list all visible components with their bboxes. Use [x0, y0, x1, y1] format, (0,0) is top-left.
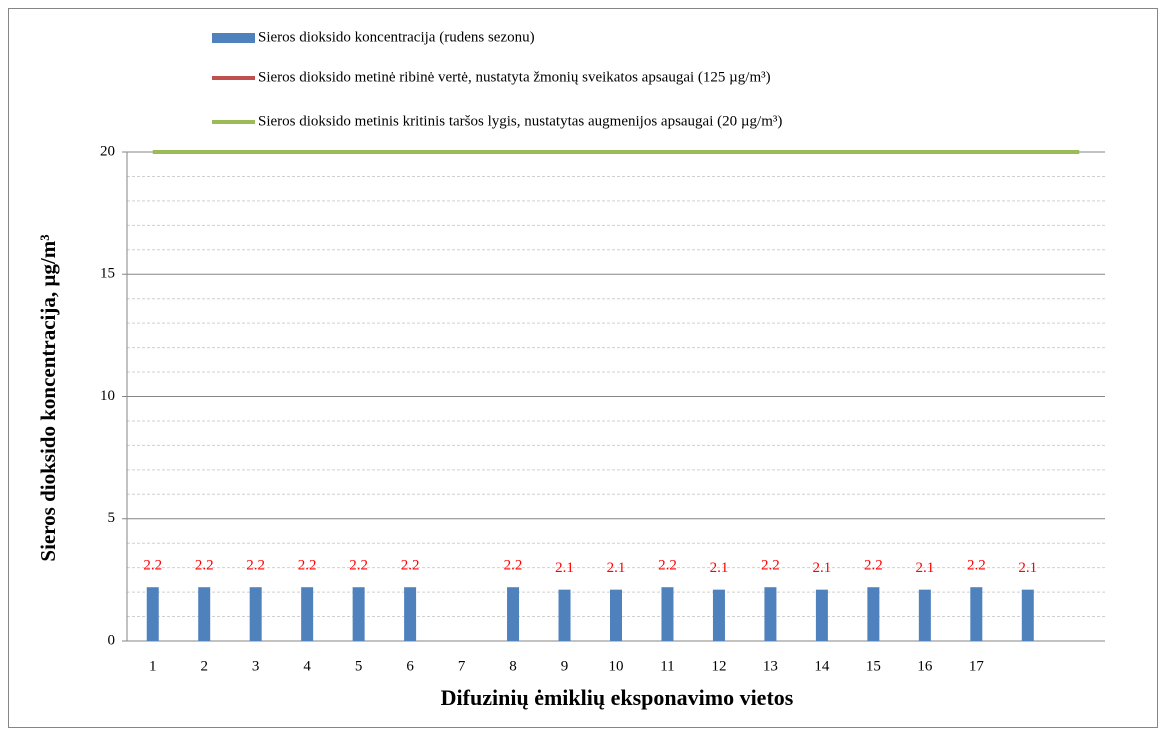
data-label: 2.2 [143, 558, 162, 574]
bar [815, 589, 828, 641]
bar [970, 587, 983, 641]
data-label: 2.2 [864, 558, 883, 574]
x-tick-label: 1 [149, 658, 157, 674]
x-tick-label: 10 [609, 658, 624, 674]
x-tick-label: 16 [917, 658, 933, 674]
data-label: 2.1 [1018, 560, 1037, 576]
x-tick-label: 7 [458, 658, 466, 674]
x-tick-label: 15 [866, 658, 881, 674]
x-tick-label: 11 [660, 658, 674, 674]
bar [198, 587, 211, 641]
legend-label: Sieros dioksido metinis kritinis taršos … [258, 113, 782, 129]
data-label: 2.2 [401, 558, 420, 574]
data-label: 2.2 [761, 558, 780, 574]
data-label: 2.1 [813, 560, 832, 576]
x-tick-label: 12 [711, 658, 726, 674]
bar [146, 587, 159, 641]
bar [712, 589, 725, 641]
x-tick-label: 14 [814, 658, 830, 674]
data-label: 2.1 [710, 560, 729, 576]
y-axis-title: Sieros dioksido koncentracija, µg/m³ [36, 234, 60, 561]
bar [764, 587, 777, 641]
data-label: 2.2 [349, 558, 368, 574]
legend-swatch [212, 33, 255, 43]
y-tick-label: 15 [100, 266, 115, 282]
data-label: 2.2 [658, 558, 677, 574]
bar [918, 589, 931, 641]
x-tick-label: 4 [303, 658, 311, 674]
data-label: 2.2 [246, 558, 265, 574]
data-label: 2.2 [298, 558, 317, 574]
x-tick-label: 3 [252, 658, 260, 674]
x-axis-title: Difuzinių ėmiklių eksponavimo vietos [441, 685, 794, 710]
x-tick-label: 13 [763, 658, 778, 674]
bar [507, 587, 520, 641]
x-tick-label: 17 [969, 658, 985, 674]
x-tick-label: 8 [509, 658, 517, 674]
y-tick-label: 20 [100, 143, 115, 159]
plot-area [152, 150, 1080, 154]
bar [867, 587, 880, 641]
x-tick-label: 5 [355, 658, 363, 674]
bar [301, 587, 314, 641]
data-label: 2.2 [504, 558, 523, 574]
bar [661, 587, 674, 641]
data-label: 2.2 [967, 558, 986, 574]
bar [249, 587, 262, 641]
data-label: 2.1 [915, 560, 934, 576]
y-tick-label: 0 [108, 632, 116, 648]
bar [558, 589, 571, 641]
data-label: 2.1 [607, 560, 626, 576]
data-label: 2.2 [195, 558, 214, 574]
x-tick-label: 2 [200, 658, 208, 674]
bar [610, 589, 622, 641]
data-label: 2.1 [555, 560, 574, 576]
bar [352, 587, 365, 641]
x-tick-label: 6 [406, 658, 414, 674]
legend-label: Sieros dioksido koncentracija (rudens se… [258, 29, 535, 45]
bar [404, 587, 417, 641]
y-tick-label: 10 [100, 388, 115, 404]
x-tick-label: 9 [561, 658, 569, 674]
bar [1021, 589, 1034, 641]
y-tick-label: 5 [108, 510, 116, 526]
legend-label: Sieros dioksido metinė ribinė vertė, nus… [258, 69, 771, 85]
